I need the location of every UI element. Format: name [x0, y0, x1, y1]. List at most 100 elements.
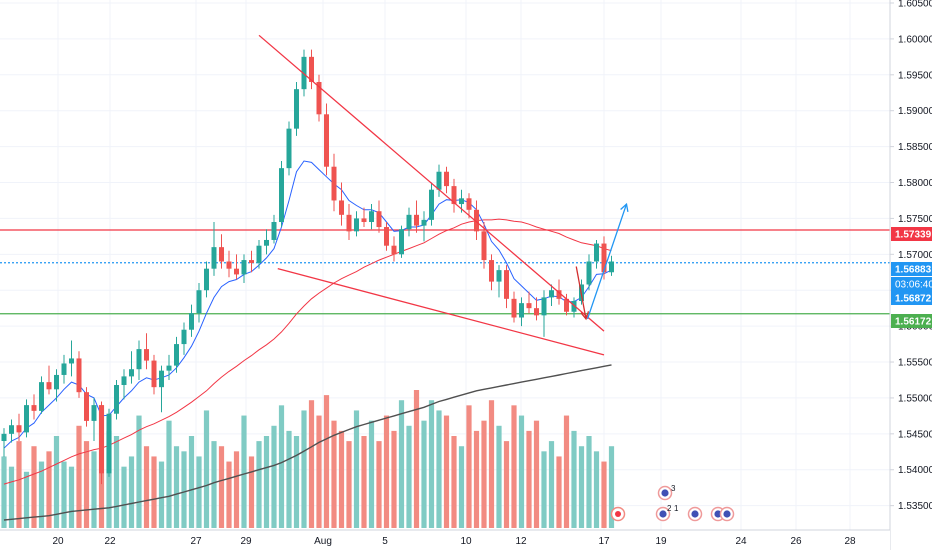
candle-up	[196, 290, 202, 314]
candle-up	[549, 290, 554, 298]
candle-up	[519, 303, 524, 318]
upper-wedge-line	[258, 34, 605, 332]
candle-up	[54, 374, 59, 390]
volume-bar	[608, 446, 615, 528]
candle-up	[571, 300, 577, 312]
volume-bar	[211, 441, 217, 528]
volume-bar	[38, 461, 45, 528]
price-tag	[891, 262, 932, 276]
volume-bar	[263, 436, 270, 528]
volume-bar	[578, 446, 585, 528]
price-tag-label: 1.57339	[895, 230, 932, 241]
projection-up	[586, 203, 628, 320]
candle-down	[526, 303, 532, 309]
candle-up	[1, 433, 7, 442]
time-axis[interactable]	[0, 530, 890, 550]
price-tick-label: 1.60000	[898, 34, 932, 45]
volume-bar	[136, 415, 142, 528]
volume-bar	[376, 441, 382, 528]
candle-down	[444, 171, 449, 187]
volume-bar	[301, 410, 307, 528]
candle-up	[436, 171, 442, 190]
time-tick-label: 27	[190, 536, 202, 547]
volume-bar	[278, 405, 285, 528]
volume-bar	[308, 400, 315, 528]
price-tick-label: 1.54000	[898, 465, 932, 476]
volume-bar	[406, 425, 412, 528]
candle-down	[84, 392, 89, 421]
volume-bar	[518, 415, 525, 528]
volume-bar	[226, 461, 232, 528]
candle-up	[166, 365, 172, 371]
volume-bar	[8, 466, 15, 528]
candle-down	[316, 81, 322, 115]
price-tick-label: 1.55000	[898, 393, 932, 404]
candle-down	[511, 298, 517, 318]
volume-bar	[331, 420, 337, 528]
time-tick-label: 26	[790, 536, 802, 547]
candle-down	[324, 114, 329, 167]
trendlines[interactable]	[258, 34, 629, 356]
candle-down	[331, 166, 337, 201]
candle-up	[211, 247, 217, 269]
candle-up	[181, 329, 187, 345]
price-tag	[891, 314, 932, 328]
candle-up	[204, 268, 209, 291]
candle-up	[369, 211, 374, 223]
volume-bar	[233, 451, 240, 528]
time-tick-label: 12	[515, 536, 527, 547]
candle-up	[429, 189, 434, 220]
candle-down	[466, 198, 472, 210]
candle-down	[339, 200, 344, 215]
candle-up	[189, 313, 194, 330]
volume-bar	[428, 400, 435, 528]
volume-bar	[316, 415, 322, 528]
price-tick-label: 1.58500	[898, 142, 932, 153]
candle-down	[391, 245, 397, 255]
candle-down	[76, 358, 82, 393]
candle-down	[249, 260, 254, 263]
candle-up	[354, 218, 359, 232]
volume-bar	[346, 441, 352, 528]
horizontal-levels[interactable]	[0, 229, 890, 315]
moving-averages	[3, 160, 612, 521]
price-tick-label: 1.60500	[898, 0, 932, 10]
candle-down	[504, 270, 509, 299]
price-tag	[891, 227, 932, 241]
volume-bar	[601, 461, 607, 528]
volume-bar	[128, 456, 135, 528]
volume-bar	[68, 466, 75, 528]
volume-bar	[533, 420, 540, 528]
candle-down	[234, 268, 239, 275]
candle-down	[346, 214, 352, 232]
volume-bar	[413, 390, 420, 528]
price-tick-label: 1.54500	[898, 429, 932, 440]
candle-down	[534, 308, 539, 316]
candle-up	[129, 369, 134, 377]
candle-up	[91, 405, 97, 421]
candle-up	[594, 243, 599, 262]
volume-bar	[31, 446, 37, 528]
volume-bar	[76, 425, 82, 528]
volume-bar	[91, 451, 97, 528]
price-tick-label: 1.59000	[898, 106, 932, 117]
volume-bar	[383, 415, 390, 528]
event-markers[interactable]: 3 2 1	[610, 484, 735, 522]
candle-down	[16, 425, 22, 433]
price-tick-label: 1.57500	[898, 214, 932, 225]
time-tick-label: 19	[655, 536, 667, 547]
candle-down	[226, 261, 232, 269]
volume-bar	[488, 400, 495, 528]
candle-up	[421, 219, 427, 226]
candlesticks	[1, 49, 614, 485]
time-tick-label: 22	[104, 536, 116, 547]
candle-up	[39, 382, 44, 411]
candle-down	[31, 405, 37, 411]
volume-bar	[563, 415, 570, 528]
ma-slow-line	[3, 218, 612, 485]
candle-up	[61, 363, 67, 375]
volume-bar	[571, 430, 577, 528]
price-tick-label: 1.53500	[898, 501, 932, 512]
volume-bar	[511, 405, 517, 528]
